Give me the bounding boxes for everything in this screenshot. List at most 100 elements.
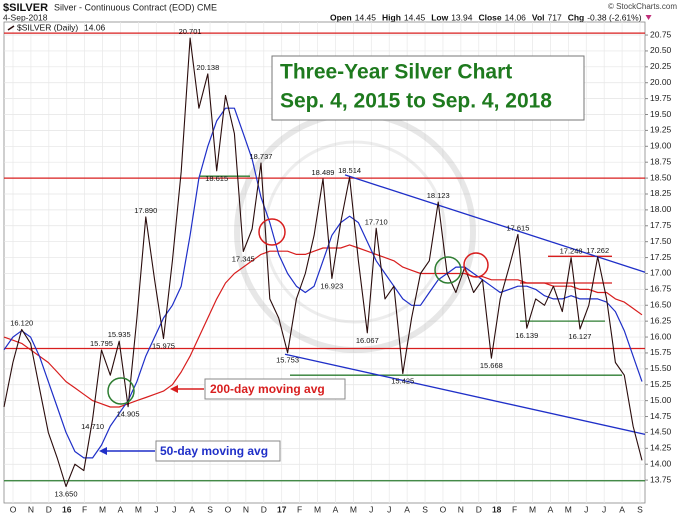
x-tick-label: M <box>350 504 357 514</box>
x-tick-label: J <box>387 504 391 514</box>
y-tick-label: 18.75 <box>650 156 672 166</box>
y-tick-label: 18.25 <box>650 188 672 198</box>
highlight-circle <box>463 252 489 278</box>
x-tick-label: M <box>99 504 106 514</box>
trend-line <box>344 174 646 273</box>
quote-label: Vol <box>532 12 545 22</box>
x-tick-label: A <box>333 504 339 514</box>
x-tick-label: J <box>172 504 176 514</box>
price-label: 16.127 <box>568 332 591 341</box>
annotation-arrowhead <box>170 385 178 393</box>
x-tick-label: A <box>619 504 625 514</box>
quote-value: 14.06 <box>505 12 527 22</box>
quote-label: Chg <box>568 12 585 22</box>
x-tick-label: A <box>548 504 554 514</box>
price-label: 16.067 <box>356 336 379 345</box>
y-tick-label: 19.50 <box>650 109 672 119</box>
price-label: 17.710 <box>365 217 388 226</box>
price-label: 16.139 <box>515 331 538 340</box>
y-tick-label: 19.25 <box>650 125 672 135</box>
y-tick-label: 13.75 <box>650 474 672 484</box>
y-tick-label: 15.50 <box>650 363 672 373</box>
trend-line <box>284 353 646 435</box>
chart-title: Three-Year Silver Chart <box>280 61 512 84</box>
title-box <box>271 55 585 121</box>
axes: 13.75 14.00 14.25 14.50 14.75 15.00 15.25 15.50… <box>10 29 672 514</box>
price-label: 14.905 <box>117 410 140 419</box>
y-tick-label: 18.00 <box>650 204 672 214</box>
price-label: 13.650 <box>55 489 78 498</box>
moving-average-line <box>3 107 643 459</box>
y-tick-label: 20.75 <box>650 29 672 39</box>
x-tick-label: J <box>602 504 606 514</box>
x-tick-label: 17 <box>277 504 287 514</box>
annotation-50: 50-day moving avg <box>160 444 268 458</box>
y-tick-label: 14.75 <box>650 411 672 421</box>
y-tick-label: 17.00 <box>650 268 672 278</box>
x-tick-label: O <box>225 504 232 514</box>
y-tick-label: 16.00 <box>650 331 672 341</box>
x-tick-label: A <box>189 504 195 514</box>
y-tick-label: 16.50 <box>650 300 672 310</box>
annotation-box <box>155 440 281 462</box>
y-tick-label: 14.50 <box>650 427 672 437</box>
highlight-circle <box>434 256 462 284</box>
y-tick-label: 17.75 <box>650 220 672 230</box>
x-tick-label: D <box>476 504 482 514</box>
highlight-circle <box>107 377 135 405</box>
credit: © StockCharts.com <box>608 2 677 11</box>
price-label: 17.345 <box>232 255 255 264</box>
quote-value: 14.45 <box>404 12 426 22</box>
x-tick-label: F <box>82 504 87 514</box>
price-label: 15.795 <box>90 339 113 348</box>
x-tick-label: M <box>565 504 572 514</box>
x-tick-label: N <box>28 504 34 514</box>
price-label: 18.615 <box>205 174 228 183</box>
x-tick-label: J <box>369 504 373 514</box>
x-tick-label: M <box>314 504 321 514</box>
quote-label: Open <box>330 12 352 22</box>
quote-label: Low <box>431 12 448 22</box>
legend-swatch <box>7 25 15 31</box>
annotation-arrowhead <box>99 447 107 455</box>
quote-label: High <box>382 12 401 22</box>
price-label: 16.120 <box>10 318 33 327</box>
quote-value: 14.45 <box>355 12 377 22</box>
date: 4-Sep-2018 <box>3 12 48 22</box>
price-label: 18.514 <box>338 166 361 175</box>
price-label: 17.248 <box>560 247 583 256</box>
x-tick-label: 18 <box>492 504 502 514</box>
x-tick-label: O <box>10 504 17 514</box>
moving-average-line <box>3 244 643 408</box>
highlight-circle <box>258 218 286 246</box>
quote-value: 717 <box>548 12 562 22</box>
price-label: 18.737 <box>249 152 272 161</box>
quote-value: -0.38 (-2.61%) <box>587 12 641 22</box>
legend-label: $SILVER (Daily) <box>17 22 78 32</box>
legend: $SILVER (Daily) 14.06 <box>7 22 106 32</box>
y-tick-label: 19.75 <box>650 93 672 103</box>
x-tick-label: F <box>297 504 302 514</box>
price-label: 15.425 <box>391 377 414 386</box>
y-tick-label: 20.25 <box>650 61 672 71</box>
lines <box>3 37 643 488</box>
annotation-box <box>204 378 346 400</box>
change-icon <box>645 15 652 20</box>
x-tick-label: J <box>584 504 588 514</box>
x-tick-label: F <box>512 504 517 514</box>
price-label: 16.923 <box>320 281 343 290</box>
levels <box>4 32 646 482</box>
y-tick-label: 20.50 <box>650 45 672 55</box>
y-tick-label: 17.50 <box>650 236 672 246</box>
y-tick-label: 14.00 <box>650 458 672 468</box>
symbol: $SILVER <box>3 2 48 14</box>
quote-label: Close <box>478 12 501 22</box>
x-tick-label: M <box>135 504 142 514</box>
price-label: 15.753 <box>276 356 299 365</box>
x-tick-label: S <box>422 504 428 514</box>
y-tick-label: 19.00 <box>650 141 672 151</box>
x-tick-label: O <box>440 504 447 514</box>
x-tick-label: J <box>154 504 158 514</box>
x-tick-label: 16 <box>62 504 72 514</box>
